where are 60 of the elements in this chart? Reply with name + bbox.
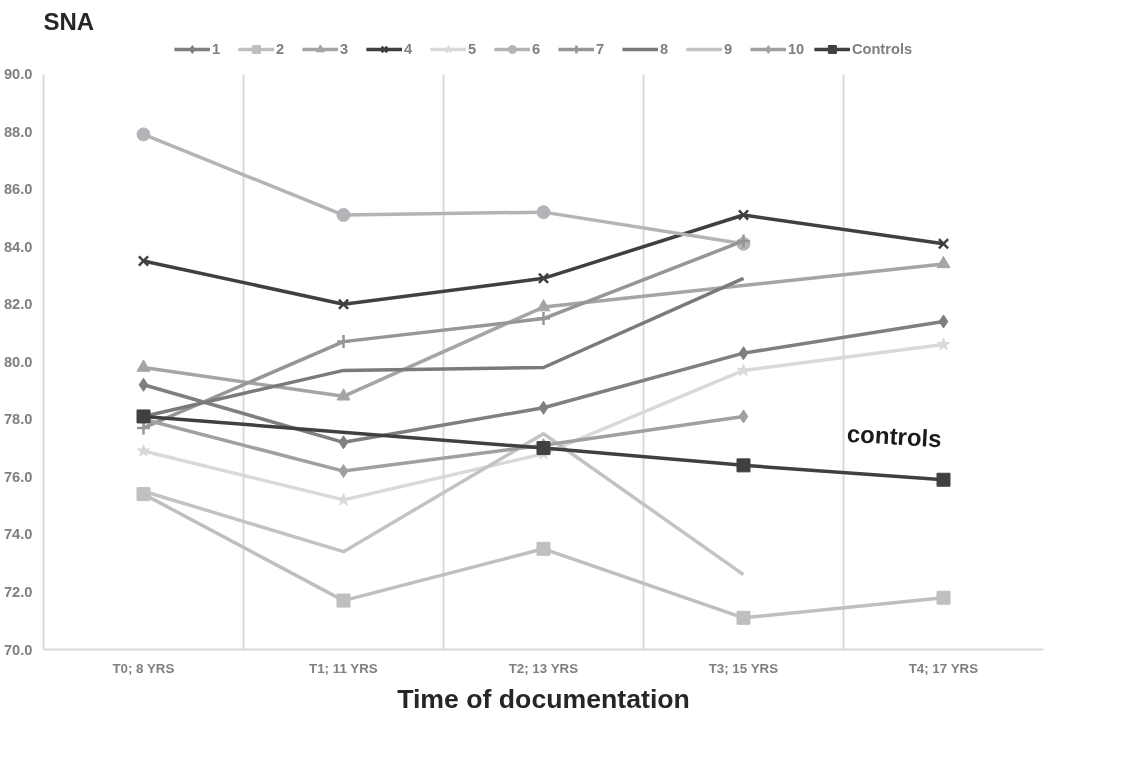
legend-label: 6	[531, 41, 542, 57]
point	[737, 209, 750, 221]
point	[536, 541, 551, 556]
legend-label: 3	[339, 41, 350, 57]
point	[536, 299, 551, 312]
legend-label: Controls	[851, 41, 913, 57]
point	[136, 443, 151, 457]
point	[136, 487, 151, 502]
point	[336, 208, 351, 223]
y-tick-label: 84.0	[3, 238, 33, 255]
point	[138, 377, 149, 392]
point	[336, 388, 351, 401]
point	[537, 272, 550, 285]
legend-label: 4	[403, 41, 414, 57]
point	[736, 458, 751, 473]
point	[936, 590, 951, 605]
point	[536, 205, 551, 220]
point	[336, 593, 351, 608]
x-tick-label: T0; 8 YRS	[112, 660, 175, 676]
y-tick-label: 88.0	[3, 123, 33, 140]
point	[335, 333, 352, 350]
legend-label: 10	[787, 41, 806, 57]
x-axis-title: Time of documentation	[397, 683, 690, 714]
chart-title: SNA	[43, 7, 95, 35]
point	[538, 400, 549, 415]
point	[338, 464, 349, 479]
x-tick-label: T4; 17 YRS	[908, 660, 979, 676]
y-tick-label: 82.0	[3, 296, 33, 313]
point	[738, 346, 749, 361]
y-tick-label: 74.0	[3, 526, 33, 543]
point	[338, 435, 349, 450]
point	[736, 610, 751, 625]
y-tick-label: 78.0	[3, 411, 33, 428]
legend-label: 1	[211, 41, 222, 57]
point	[136, 359, 151, 372]
y-tick-label: 76.0	[3, 468, 33, 485]
legend-label: 8	[659, 41, 670, 57]
point	[936, 472, 951, 487]
annotation: controls	[846, 419, 943, 453]
point	[535, 310, 552, 327]
y-tick-label: 70.0	[3, 641, 33, 658]
y-tick-label: 80.0	[3, 353, 33, 370]
point	[937, 237, 950, 250]
legend-label: 7	[595, 41, 606, 57]
point	[137, 255, 150, 267]
point	[936, 255, 951, 269]
point	[738, 409, 749, 424]
x-tick-label: T1; 11 YRS	[309, 660, 378, 676]
x-tick-label: T2; 13 YRS	[508, 660, 579, 676]
legend-label: 5	[467, 41, 478, 57]
point	[136, 127, 151, 142]
y-tick-label: 72.0	[3, 583, 33, 600]
point	[936, 337, 951, 351]
y-tick-label: 86.0	[3, 181, 33, 198]
point	[337, 298, 350, 311]
legend-label: 9	[723, 41, 734, 57]
legend-label: 2	[275, 41, 286, 57]
point	[938, 314, 949, 329]
x-tick-label: T3; 15 YRS	[708, 660, 779, 676]
y-tick-label: 90.0	[3, 66, 33, 83]
